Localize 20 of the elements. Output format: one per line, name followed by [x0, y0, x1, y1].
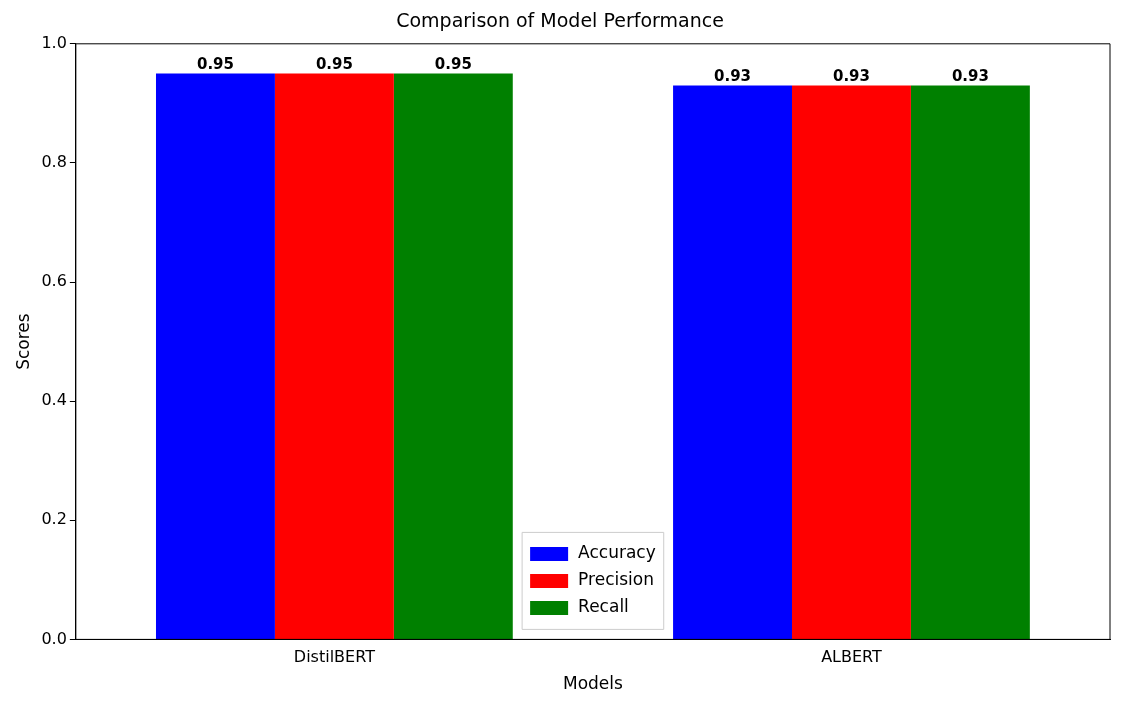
- x-tick-label: DistilBERT: [293, 647, 376, 667]
- legend-label: Precision: [578, 569, 654, 590]
- y-tick-label: 1.0: [41, 32, 67, 52]
- data-label: 0.93: [714, 66, 752, 85]
- x-axis-title: Models: [562, 673, 624, 694]
- data-label: 0.95: [315, 54, 353, 73]
- chart-title: Comparison of Model Performance: [396, 9, 724, 32]
- y-tick-label: 0.4: [41, 390, 67, 410]
- data-label: 0.93: [951, 66, 989, 85]
- y-tick-label: 0.6: [41, 271, 67, 291]
- y-tick-label: 0.2: [41, 509, 67, 529]
- data-label: 0.93: [832, 66, 870, 85]
- x-tick-label: ALBERT: [821, 647, 883, 667]
- data-label: 0.95: [434, 54, 472, 73]
- data-label: 0.95: [196, 54, 234, 73]
- y-tick-label: 0.8: [41, 152, 67, 172]
- legend-label: Accuracy: [578, 542, 656, 563]
- y-tick-label: 0.0: [41, 628, 67, 648]
- legend-label: Recall: [578, 596, 629, 617]
- y-axis-title: Scores: [12, 313, 33, 370]
